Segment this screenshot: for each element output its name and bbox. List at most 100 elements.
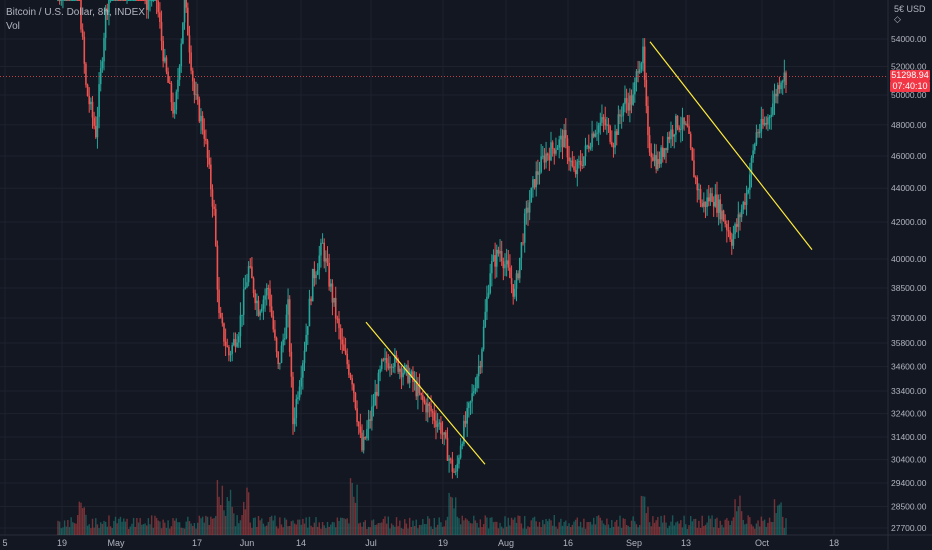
volume-bar: [648, 522, 651, 535]
volume-bar: [448, 492, 450, 535]
candle-body: [321, 242, 324, 244]
y-tick-label: 28500.00: [891, 501, 927, 511]
volume-bar: [558, 522, 560, 535]
volume-bar: [561, 525, 564, 535]
volume-bar: [305, 517, 307, 535]
volume-bar: [454, 497, 457, 535]
candle-body: [410, 371, 413, 376]
candle-body: [589, 147, 592, 149]
volume-bar: [430, 526, 432, 535]
y-tick-label: 46000.00: [891, 151, 927, 161]
candle-body: [295, 399, 298, 419]
trendline: [649, 41, 813, 250]
candle-body: [96, 116, 99, 138]
candle-body: [719, 199, 722, 220]
candle-body: [520, 242, 523, 258]
candle-body: [155, 0, 158, 2]
candle-body: [709, 193, 712, 202]
volume-bar: [464, 518, 467, 535]
volume-bar: [431, 528, 434, 535]
candle-body: [224, 341, 227, 346]
candle-body: [241, 314, 243, 316]
volume-bar: [361, 526, 363, 535]
volume-bar: [568, 523, 570, 535]
candle-body: [693, 160, 695, 178]
volume-bar: [91, 518, 94, 535]
candle-body: [574, 170, 577, 175]
volume-bar: [545, 518, 547, 535]
volume-bar: [714, 518, 717, 535]
volume-bar: [678, 523, 680, 535]
candle-body: [369, 419, 372, 421]
volume-bar: [290, 521, 293, 535]
candle-body: [336, 318, 339, 320]
candle-body: [300, 377, 303, 387]
candle-body: [422, 395, 424, 401]
volume-bar: [589, 521, 592, 535]
volume-bar: [374, 524, 376, 535]
volume-bar: [732, 517, 735, 535]
candle-body: [223, 323, 225, 342]
x-tick-label: May: [107, 538, 125, 548]
candle-body: [555, 149, 557, 154]
candle-body: [459, 445, 462, 458]
volume-bar: [446, 516, 449, 535]
candle-body: [283, 338, 286, 340]
candle-body: [247, 266, 250, 283]
candle-body: [671, 129, 674, 137]
currency-selector[interactable]: 5€ USD ◇: [894, 4, 926, 24]
candle-body: [571, 160, 574, 167]
candle-body: [119, 0, 122, 1]
y-tick-label: 52000.00: [891, 61, 927, 71]
volume-bar: [496, 521, 498, 535]
volume-bar: [739, 495, 741, 535]
candle-body: [60, 0, 63, 1]
candle-body: [282, 339, 284, 346]
volume-bar: [551, 525, 554, 535]
volume-bar: [387, 516, 390, 535]
volume-bar: [313, 522, 316, 535]
candle-body: [246, 282, 248, 288]
candle-body: [630, 95, 633, 105]
candle-body: [768, 116, 771, 118]
candle-body: [676, 115, 679, 128]
volume-bar: [251, 527, 253, 535]
candle-body: [165, 57, 168, 72]
volume-bar: [591, 524, 593, 535]
candle-body: [657, 159, 659, 170]
volume-bar: [417, 528, 419, 535]
volume-bar: [390, 523, 393, 535]
volume-bar: [635, 524, 638, 535]
candle-body: [617, 114, 620, 135]
candle-body: [160, 22, 163, 41]
candle-body: [331, 283, 334, 303]
volume-bar: [722, 527, 725, 535]
volume-bar: [630, 520, 633, 535]
volume-bar: [466, 519, 468, 535]
candle-body: [510, 277, 513, 285]
candle-body: [655, 155, 657, 170]
candle-body: [491, 260, 493, 274]
volume-bar: [359, 522, 362, 535]
volume-bar: [164, 522, 166, 535]
candle-body: [162, 40, 164, 62]
candle-body: [543, 155, 546, 163]
volume-bar: [85, 514, 87, 535]
candle-body: [486, 296, 488, 312]
volume-bar: [210, 516, 212, 535]
candle-body: [164, 57, 166, 62]
x-tick-label: Jun: [240, 538, 255, 548]
candle-body: [270, 306, 273, 317]
candle-body: [415, 380, 418, 397]
candle-body: [767, 117, 769, 125]
volume-bar: [772, 522, 774, 535]
volume-bar: [285, 519, 288, 535]
candle-body: [681, 117, 684, 129]
volume-bar: [341, 517, 343, 535]
candle-body: [538, 172, 541, 175]
volume-bar: [443, 526, 445, 535]
volume-bar: [208, 524, 210, 535]
candle-body: [611, 141, 613, 146]
candle-body: [749, 174, 751, 190]
